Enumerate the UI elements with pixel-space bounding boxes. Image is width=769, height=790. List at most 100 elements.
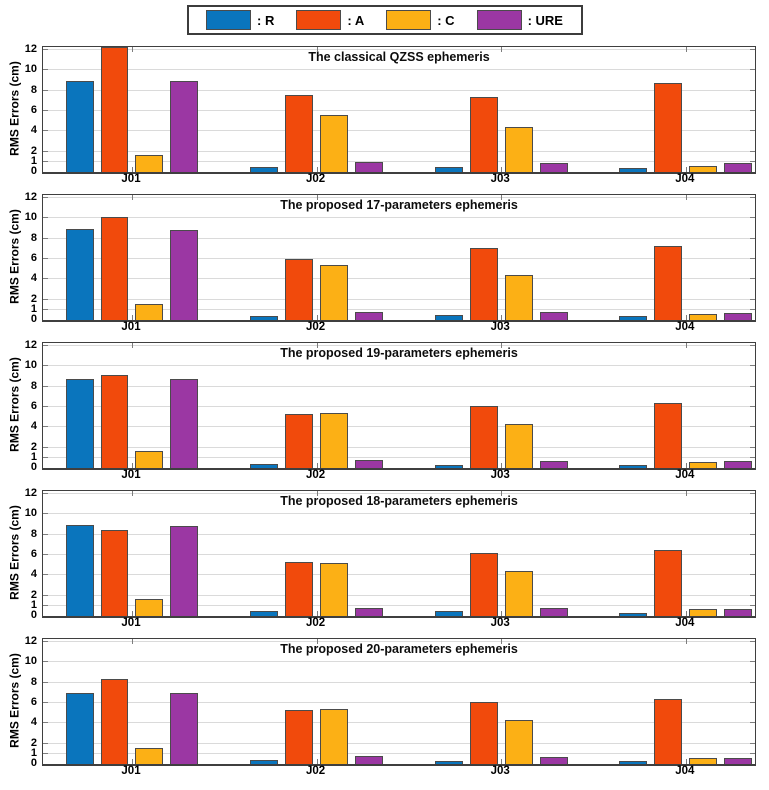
plot-area: The proposed 19-parameters ephemeris (42, 342, 756, 470)
y-tick-mark (750, 661, 755, 663)
y-tick-mark (750, 752, 755, 754)
gridline-y2 (43, 298, 755, 300)
y-tick-mark (750, 197, 755, 199)
x-tick-mark (316, 463, 318, 468)
bar-ure-j04 (724, 609, 753, 616)
y-tick-mark (750, 493, 755, 495)
y-tick-label-0: 0 (30, 461, 37, 473)
y-tick-mark (750, 237, 755, 239)
bar-c-j04 (689, 165, 718, 172)
bar-a-j03 (469, 702, 498, 764)
bar-r-j04 (619, 464, 648, 468)
gridline-y8 (43, 237, 755, 239)
y-tick-mark (750, 426, 755, 428)
x-tick-label-j01: J01 (121, 321, 141, 333)
y-tick-mark (43, 217, 48, 219)
y-tick-mark (43, 365, 48, 367)
bar-r-j02 (250, 759, 279, 764)
x-tick-label-j04: J04 (675, 321, 695, 333)
x-tick-mark (316, 759, 318, 764)
y-tick-mark (43, 681, 48, 683)
gridline-y6 (43, 554, 755, 556)
charts: RMS Errors (cm) The classical QZSS epheme… (0, 41, 769, 781)
bar-a-j02 (285, 710, 314, 764)
y-tick-label-12: 12 (24, 43, 37, 56)
bar-r-j04 (619, 316, 648, 320)
x-tick-label-j02: J02 (306, 617, 326, 629)
x-tick-mark (316, 195, 318, 200)
y-tick-mark (750, 513, 755, 515)
chart-title: The classical QZSS ephemeris (308, 50, 490, 64)
legend-label-ure: : URE (527, 12, 563, 28)
bar-ure-j04 (724, 162, 753, 172)
x-tick-label-j04: J04 (675, 173, 695, 185)
legend-label-c: : C (437, 12, 455, 28)
x-tick-mark (501, 167, 503, 172)
bar-a-j03 (469, 96, 498, 172)
bar-r-j04 (619, 167, 648, 172)
y-tick-label-6: 6 (30, 252, 37, 265)
bar-a-j02 (285, 414, 314, 468)
plot-area: The proposed 20-parameters ephemeris (42, 638, 756, 766)
y-tick-label-0: 0 (30, 609, 37, 621)
x-tick-mark (501, 759, 503, 764)
chart-panel-3: RMS Errors (cm) The proposed 19-parameter… (0, 337, 769, 485)
legend-swatch-ure-icon (476, 10, 522, 30)
x-tick-mark (132, 343, 133, 348)
x-tick-mark (501, 195, 503, 200)
x-tick-mark (685, 463, 687, 468)
gridline-y12 (43, 197, 755, 199)
y-tick-mark (750, 406, 755, 408)
chart-panel-4: RMS Errors (cm) The proposed 18-parameter… (0, 485, 769, 633)
y-tick-mark (43, 554, 48, 556)
y-tick-mark (43, 237, 48, 239)
bar-a-j01 (100, 217, 129, 320)
y-tick-mark (750, 681, 755, 683)
y-tick-label-8: 8 (30, 527, 37, 540)
y-tick-label-8: 8 (30, 83, 37, 96)
bar-ure-j01 (170, 80, 199, 172)
bar-a-j02 (285, 259, 314, 320)
x-tick-mark (685, 343, 687, 348)
x-tick-mark (501, 315, 503, 320)
bar-c-j04 (689, 757, 718, 764)
y-tick-label-0: 0 (30, 165, 37, 177)
y-tick-label-8: 8 (30, 379, 37, 392)
y-tick-mark (43, 406, 48, 408)
plot-area: The proposed 17-parameters ephemeris (42, 194, 756, 322)
y-tick-mark (43, 89, 48, 91)
y-tick-mark (750, 258, 755, 260)
y-tick-mark (750, 641, 755, 643)
bar-c-j02 (320, 413, 349, 468)
x-tick-mark (501, 343, 503, 348)
bar-r-j02 (250, 463, 279, 468)
bar-r-j01 (65, 80, 94, 172)
gridline-y10 (43, 365, 755, 367)
x-tick-mark (316, 343, 318, 348)
y-tick-label-2: 2 (30, 736, 37, 749)
gridline-y12 (43, 49, 755, 51)
x-tick-mark (132, 759, 133, 764)
bar-c-j02 (320, 115, 349, 172)
chart-title: The proposed 19-parameters ephemeris (280, 346, 518, 360)
y-tick-mark (750, 130, 755, 132)
bar-a-j04 (654, 82, 683, 172)
x-tick-label-j04: J04 (675, 469, 695, 481)
bar-r-j03 (434, 314, 463, 320)
bar-r-j01 (65, 692, 94, 764)
bar-c-j03 (504, 571, 533, 616)
bar-r-j03 (434, 166, 463, 172)
y-tick-mark (750, 722, 755, 724)
bar-a-j04 (654, 402, 683, 468)
y-tick-label-10: 10 (24, 655, 37, 668)
y-tick-label-2: 2 (30, 292, 37, 305)
y-tick-mark (750, 160, 755, 162)
y-tick-mark (750, 298, 755, 300)
gridline-y8 (43, 533, 755, 535)
bar-ure-j04 (724, 757, 753, 764)
bar-ure-j03 (539, 162, 568, 172)
y-tick-label-4: 4 (30, 716, 37, 729)
bar-a-j01 (100, 529, 129, 616)
gridline-y8 (43, 385, 755, 387)
x-tick-label-j01: J01 (121, 173, 141, 185)
